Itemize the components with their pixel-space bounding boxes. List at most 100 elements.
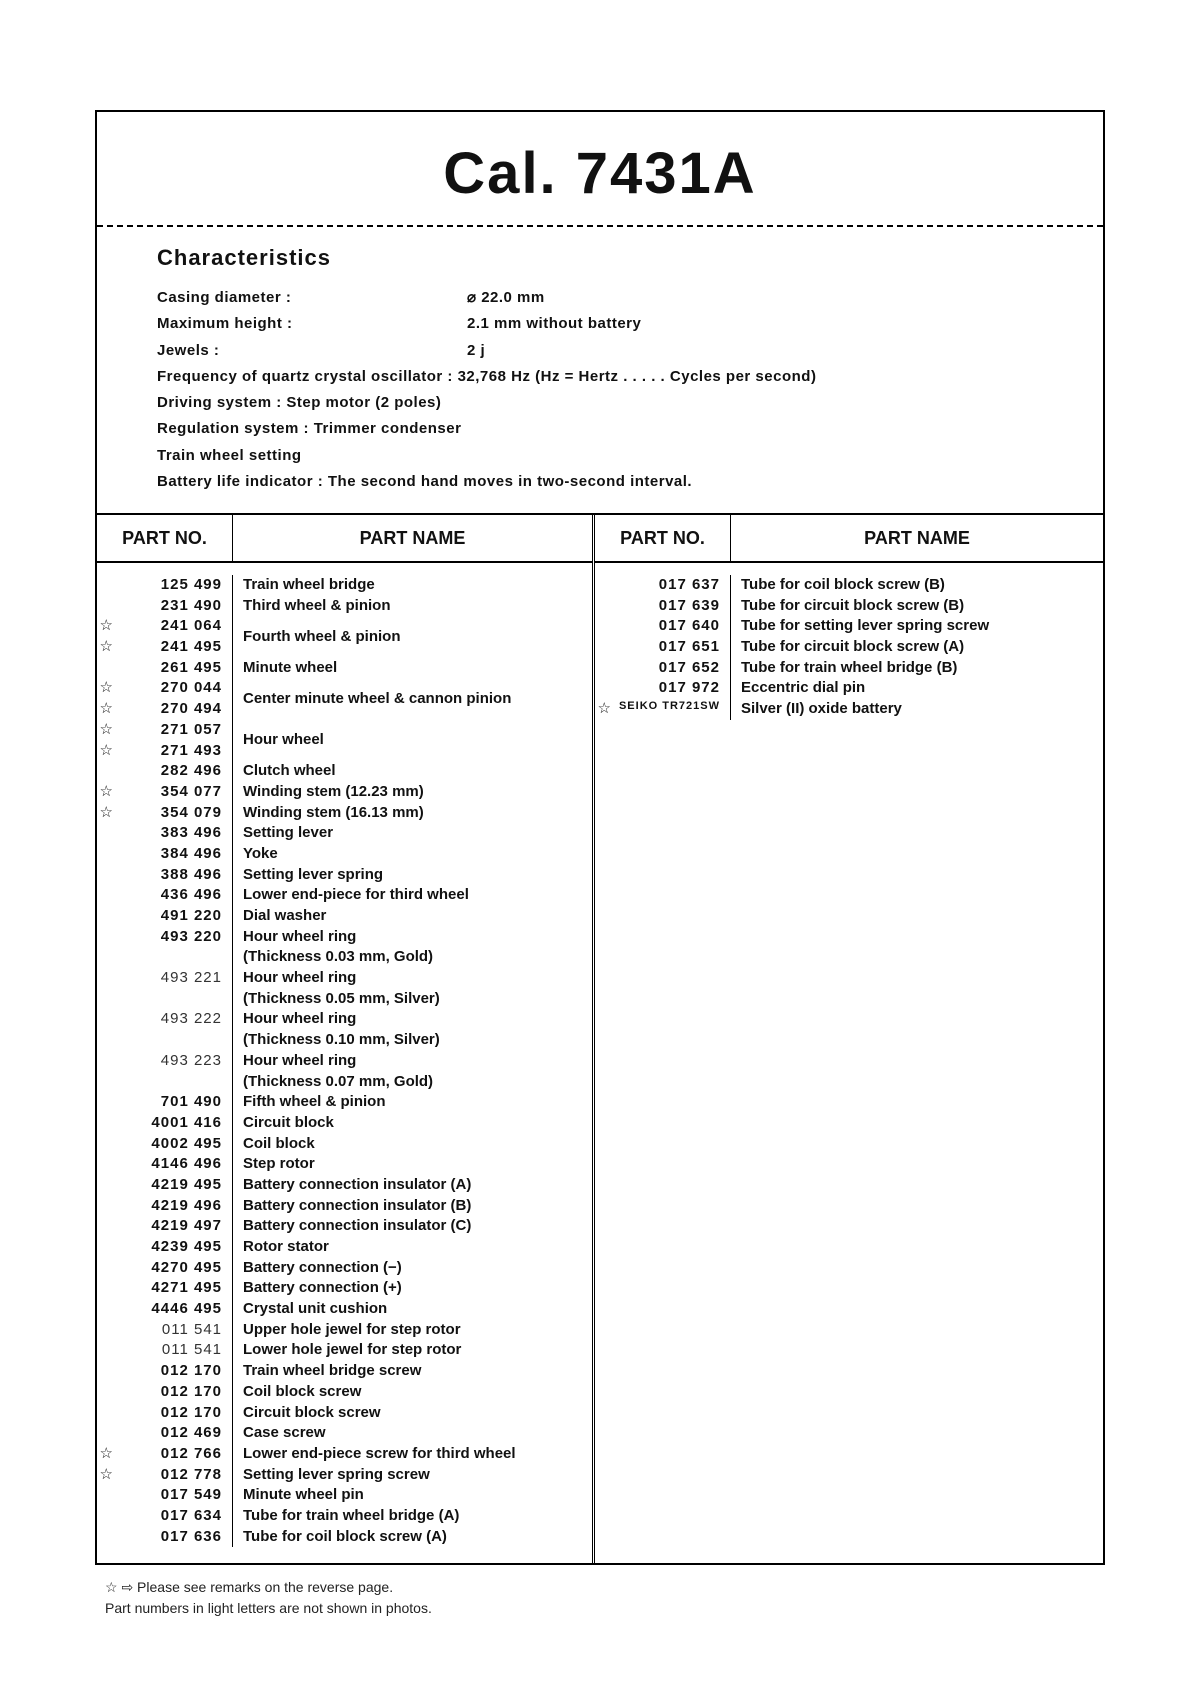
star-icon: [97, 1299, 113, 1320]
star-icon: [97, 1175, 113, 1196]
characteristic-value: ⌀ 22.0 mm: [467, 285, 545, 311]
part-number-row: 017 636: [97, 1527, 232, 1548]
part-name-row: Clutch wheel: [243, 761, 592, 782]
part-number-row: 231 490: [97, 596, 232, 617]
part-number-row: 493 221: [97, 968, 232, 989]
part-number: 493 222: [113, 1009, 232, 1030]
part-number-row: 493 220: [97, 927, 232, 948]
part-number-row: 017 637: [595, 575, 730, 596]
part-number-row: 4271 495: [97, 1278, 232, 1299]
star-icon: ☆: [97, 803, 113, 824]
part-name-row: Battery connection (−): [243, 1258, 592, 1279]
part-number: 4001 416: [113, 1113, 232, 1134]
star-icon: [97, 1361, 113, 1382]
part-name-row: Rotor stator: [243, 1237, 592, 1258]
title-block: Cal. 7431A: [97, 112, 1103, 225]
part-number: 012 170: [113, 1403, 232, 1424]
part-number-row: 384 496: [97, 844, 232, 865]
part-number: 017 639: [611, 596, 730, 617]
part-number-row: 4219 495: [97, 1175, 232, 1196]
part-number: 231 490: [113, 596, 232, 617]
part-number-row: ☆012 766: [97, 1444, 232, 1465]
part-number-row: ☆271 057: [97, 720, 232, 741]
part-name-row: Tube for coil block screw (A): [243, 1527, 592, 1548]
characteristic-line: Driving system : Step motor (2 poles): [157, 390, 1067, 416]
star-icon: [97, 1258, 113, 1279]
characteristic-line: Maximum height :2.1 mm without battery: [157, 311, 1067, 337]
part-number-row: 017 640: [595, 616, 730, 637]
part-number-row: 4219 497: [97, 1216, 232, 1237]
part-name-row: (Thickness 0.07 mm, Gold): [243, 1072, 592, 1093]
star-icon: [97, 1340, 113, 1361]
part-number-row: 701 490: [97, 1092, 232, 1113]
part-number-row: 017 972: [595, 678, 730, 699]
part-number: 4239 495: [113, 1237, 232, 1258]
part-number-row: 4219 496: [97, 1196, 232, 1217]
part-number: 241 064: [113, 616, 232, 637]
part-number-row: 282 496: [97, 761, 232, 782]
part-number-row: 261 495: [97, 658, 232, 679]
star-icon: [97, 1113, 113, 1134]
footnote-star: ☆ ⇨ Please see remarks on the reverse pa…: [105, 1577, 1105, 1598]
star-icon: ☆: [595, 699, 611, 720]
header-part-no: PART NO.: [97, 515, 233, 561]
star-icon: [97, 596, 113, 617]
part-name-row: [243, 709, 592, 719]
part-name-row: Yoke: [243, 844, 592, 865]
part-number: 493 223: [113, 1051, 232, 1072]
document-frame: Cal. 7431A Characteristics Casing diamet…: [95, 110, 1105, 1565]
characteristics-heading: Characteristics: [157, 245, 1067, 271]
part-name-row: Tube for circuit block screw (B): [741, 596, 1103, 617]
part-number-row: ☆270 494: [97, 699, 232, 720]
part-name-row: Hour wheel ring: [243, 1051, 592, 1072]
characteristic-label: Maximum height :: [157, 311, 467, 337]
part-number-row: 012 170: [97, 1403, 232, 1424]
part-name-row: Minute wheel: [243, 658, 592, 679]
left-name-column: Train wheel bridgeThird wheel & pinionFo…: [233, 575, 592, 1547]
part-number: 4446 495: [113, 1299, 232, 1320]
star-icon: [595, 575, 611, 596]
part-number: 4270 495: [113, 1258, 232, 1279]
part-name-row: Third wheel & pinion: [243, 596, 592, 617]
part-name-row: Case screw: [243, 1423, 592, 1444]
star-icon: [97, 1320, 113, 1341]
header-part-no: PART NO.: [595, 515, 731, 561]
characteristic-value: 2 j: [467, 338, 485, 364]
part-number-row: 017 639: [595, 596, 730, 617]
part-number: 017 652: [611, 658, 730, 679]
part-number-row: 4002 495: [97, 1134, 232, 1155]
parts-header-right: PART NO. PART NAME: [595, 515, 1103, 563]
part-number-row: 017 651: [595, 637, 730, 658]
part-number: 261 495: [113, 658, 232, 679]
page: Cal. 7431A Characteristics Casing diamet…: [0, 0, 1200, 1694]
part-name-row: Fourth wheel & pinion: [243, 616, 592, 647]
part-number-row: ☆354 077: [97, 782, 232, 803]
star-icon: [97, 927, 113, 948]
star-icon: [97, 1485, 113, 1506]
part-number: 282 496: [113, 761, 232, 782]
part-name-row: Lower hole jewel for step rotor: [243, 1340, 592, 1361]
part-name-row: Step rotor: [243, 1154, 592, 1175]
part-name-row: Tube for circuit block screw (A): [741, 637, 1103, 658]
part-name-row: Battery connection insulator (B): [243, 1196, 592, 1217]
part-name-row: Hour wheel ring: [243, 968, 592, 989]
star-icon: [97, 823, 113, 844]
part-name-row: Eccentric dial pin: [741, 678, 1103, 699]
part-name-row: Lower end-piece screw for third wheel: [243, 1444, 592, 1465]
part-number: 4219 495: [113, 1175, 232, 1196]
part-name-row: Winding stem (16.13 mm): [243, 803, 592, 824]
part-number-row: 011 541: [97, 1340, 232, 1361]
part-number: 017 634: [113, 1506, 232, 1527]
part-number-row: 383 496: [97, 823, 232, 844]
part-number-row: 017 652: [595, 658, 730, 679]
part-number-row: 125 499: [97, 575, 232, 596]
star-icon: [97, 1051, 113, 1072]
part-number: 017 651: [611, 637, 730, 658]
star-icon: [97, 1278, 113, 1299]
star-icon: [97, 1009, 113, 1030]
page-title: Cal. 7431A: [443, 140, 756, 207]
star-icon: [97, 1423, 113, 1444]
part-number-row: ☆270 044: [97, 678, 232, 699]
part-number: 270 044: [113, 678, 232, 699]
part-number: 4219 497: [113, 1216, 232, 1237]
